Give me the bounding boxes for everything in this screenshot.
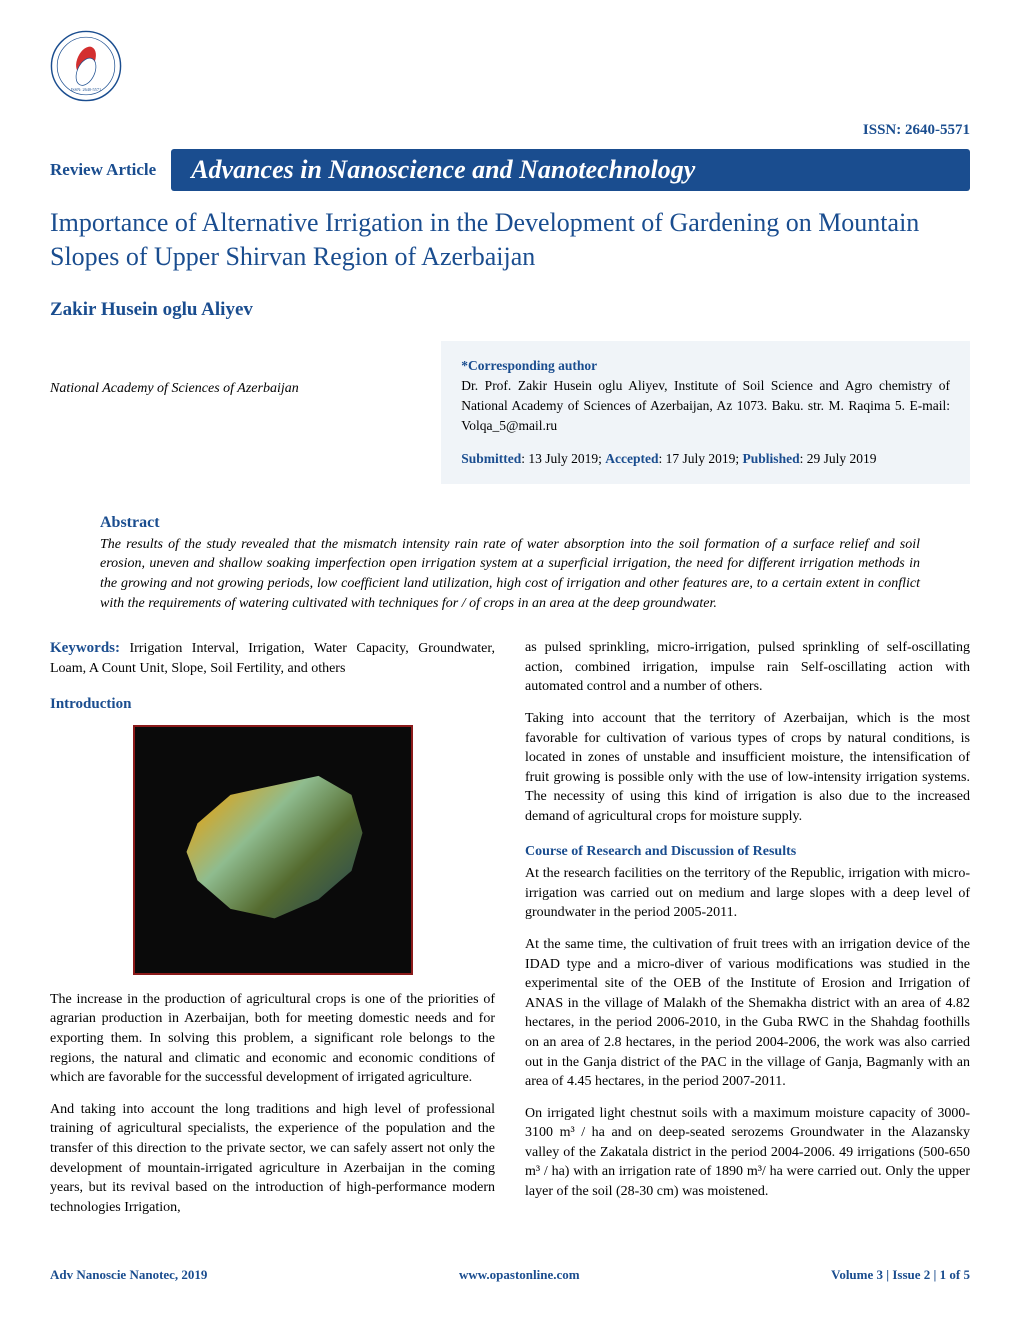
dates-row: Submitted: 13 July 2019; Accepted: 17 Ju… — [461, 449, 950, 469]
keywords-paragraph: Keywords: Irrigation Interval, Irrigatio… — [50, 638, 495, 679]
published-date: : 29 July 2019 — [800, 451, 877, 466]
accepted-date: : 17 July 2019; — [659, 451, 743, 466]
right-p5: On irrigated light chestnut soils with a… — [525, 1104, 970, 1202]
submitted-date: : 13 July 2019; — [521, 451, 605, 466]
submitted-label: Submitted — [461, 451, 521, 466]
svg-text:ISSN: 2640-5571: ISSN: 2640-5571 — [71, 87, 101, 92]
intro-p1: The increase in the production of agricu… — [50, 990, 495, 1088]
intro-p2: And taking into account the long traditi… — [50, 1100, 495, 1218]
footer-left: Adv Nanoscie Nanotec, 2019 — [50, 1267, 207, 1283]
journal-banner: Advances in Nanoscience and Nanotechnolo… — [171, 149, 970, 191]
keywords-label: Keywords: — [50, 640, 120, 656]
right-column: as pulsed sprinkling, micro-irrigation, … — [525, 638, 970, 1229]
abstract-heading: Abstract — [100, 514, 920, 532]
article-type: Review Article — [50, 160, 156, 180]
right-p2: Taking into account that the territory o… — [525, 709, 970, 827]
left-column: Keywords: Irrigation Interval, Irrigatio… — [50, 638, 495, 1229]
journal-logo: ISSN: 2640-5571 — [50, 30, 122, 102]
affiliation: National Academy of Sciences of Azerbaij… — [50, 341, 401, 484]
course-heading: Course of Research and Discussion of Res… — [525, 842, 970, 862]
map-figure — [133, 725, 413, 975]
corresponding-box: *Corresponding author Dr. Prof. Zakir Hu… — [441, 341, 970, 484]
footer-right: Volume 3 | Issue 2 | 1 of 5 — [831, 1267, 970, 1283]
info-row: National Academy of Sciences of Azerbaij… — [50, 341, 970, 484]
map-shape — [165, 757, 385, 947]
header-row: Review Article Advances in Nanoscience a… — [50, 149, 970, 191]
content-columns: Keywords: Irrigation Interval, Irrigatio… — [50, 638, 970, 1229]
footer-center: www.opastonline.com — [459, 1267, 580, 1283]
right-p4: At the same time, the cultivation of fru… — [525, 935, 970, 1092]
published-label: Published — [743, 451, 800, 466]
corresponding-text: Dr. Prof. Zakir Husein oglu Aliyev, Inst… — [461, 376, 950, 437]
abstract-text: The results of the study revealed that t… — [100, 535, 920, 613]
right-p1: as pulsed sprinkling, micro-irrigation, … — [525, 638, 970, 697]
author-name: Zakir Husein oglu Aliyev — [50, 299, 970, 321]
page-footer: Adv Nanoscie Nanotec, 2019 www.opastonli… — [50, 1259, 970, 1283]
abstract-section: Abstract The results of the study reveal… — [100, 514, 920, 613]
corresponding-heading: *Corresponding author — [461, 356, 950, 376]
article-title: Importance of Alternative Irrigation in … — [50, 206, 970, 274]
introduction-heading: Introduction — [50, 694, 495, 715]
right-p3: At the research facilities on the territ… — [525, 864, 970, 923]
accepted-label: Accepted — [605, 451, 658, 466]
issn-label: ISSN: 2640-5571 — [50, 122, 970, 139]
